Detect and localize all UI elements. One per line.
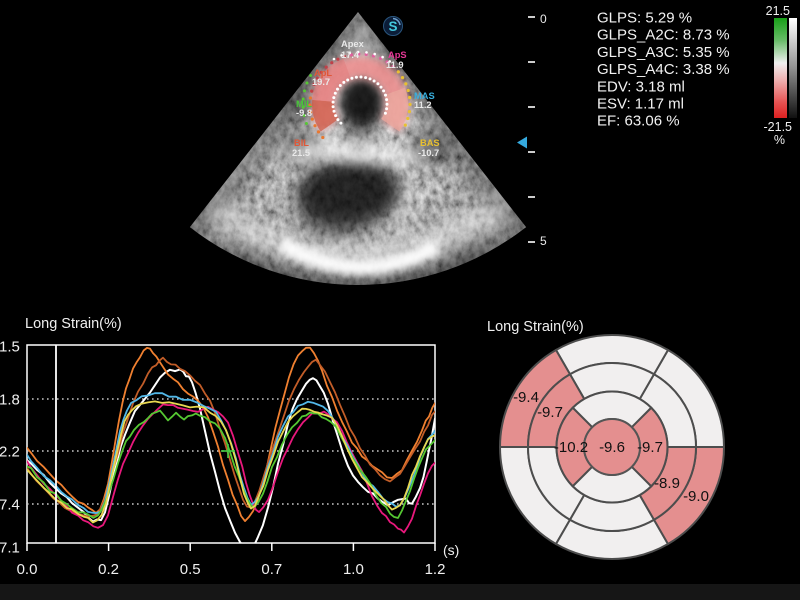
svg-text:EDV: 3.18 ml: EDV: 3.18 ml <box>597 78 685 95</box>
svg-text:-9.0: -9.0 <box>683 488 709 505</box>
svg-text:GLPS_A3C: 5.35 %: GLPS_A3C: 5.35 % <box>597 44 730 61</box>
svg-text:21.5: 21.5 <box>292 148 310 158</box>
svg-text:0.2: 0.2 <box>98 561 119 578</box>
svg-text:-9.7: -9.7 <box>537 404 563 421</box>
svg-text:-8.9: -8.9 <box>654 475 680 492</box>
svg-text:7.4: 7.4 <box>0 497 20 514</box>
svg-text:ApL: ApL <box>314 68 332 78</box>
svg-text:S: S <box>388 19 397 34</box>
svg-text:Apex: Apex <box>341 39 365 49</box>
svg-text:GLPS: 5.29 %: GLPS: 5.29 % <box>597 10 692 27</box>
svg-text:11.2: 11.2 <box>414 100 432 110</box>
svg-text:-9.6: -9.6 <box>599 439 625 456</box>
svg-text:-9.8: -9.8 <box>296 108 312 118</box>
svg-text:ApS: ApS <box>388 50 407 60</box>
svg-text:(s): (s) <box>443 542 459 558</box>
svg-text:MAS: MAS <box>414 91 435 101</box>
svg-text:BIL: BIL <box>294 138 309 148</box>
svg-text:1.5: 1.5 <box>0 339 20 356</box>
svg-text:ESV: 1.17 ml: ESV: 1.17 ml <box>597 96 684 113</box>
svg-text:0.7: 0.7 <box>261 561 282 578</box>
svg-text:MIL: MIL <box>296 99 312 109</box>
svg-text:Long Strain(%): Long Strain(%) <box>25 316 122 332</box>
svg-text:BAS: BAS <box>420 138 440 148</box>
svg-text:-10.2: -10.2 <box>554 439 588 456</box>
svg-text:17.4: 17.4 <box>341 50 360 60</box>
svg-text:GLPS_A4C: 3.38 %: GLPS_A4C: 3.38 % <box>597 61 730 78</box>
svg-text:5: 5 <box>540 234 547 248</box>
svg-text:1.0: 1.0 <box>343 561 364 578</box>
svg-text:0.5: 0.5 <box>180 561 201 578</box>
svg-text:7.1: 7.1 <box>0 540 20 557</box>
svg-text:0: 0 <box>540 12 547 26</box>
svg-text:-10.7: -10.7 <box>418 148 439 158</box>
svg-text:GLPS_A2C: 8.73 %: GLPS_A2C: 8.73 % <box>597 27 730 44</box>
svg-text:-9.7: -9.7 <box>637 439 663 456</box>
svg-text:EF: 63.06 %: EF: 63.06 % <box>597 113 680 130</box>
svg-text:0.0: 0.0 <box>17 561 38 578</box>
svg-text:2.2: 2.2 <box>0 444 20 461</box>
svg-text:Long Strain(%): Long Strain(%) <box>487 319 584 335</box>
svg-text:%: % <box>774 133 785 147</box>
svg-text:-21.5: -21.5 <box>764 120 793 134</box>
svg-text:21.5: 21.5 <box>766 4 790 18</box>
svg-text:1.2: 1.2 <box>425 561 446 578</box>
svg-text:-9.4: -9.4 <box>513 389 539 406</box>
svg-text:1.8: 1.8 <box>0 392 20 409</box>
svg-text:19.7: 19.7 <box>312 77 330 87</box>
svg-text:11.9: 11.9 <box>386 60 404 70</box>
